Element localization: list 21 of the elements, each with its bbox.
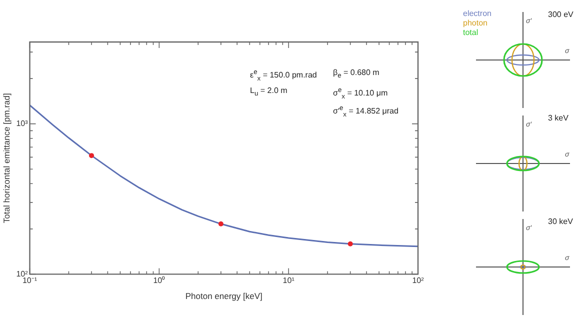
text: 30 keV [548, 217, 574, 226]
point [348, 241, 353, 246]
point [89, 153, 94, 158]
annotation: σ$^{e}$$_{x}$ = 10.10 μm [333, 86, 388, 102]
legend-label: electron [463, 9, 492, 18]
x-axis-title: Photon energy [keV] [185, 291, 262, 302]
text: 3 keV [548, 114, 570, 122]
legend-label: total [463, 28, 478, 37]
annotation: β$_{e}$ = 0.680 m [333, 68, 380, 82]
text: 300 eV [548, 10, 574, 19]
y-tick-label: 10³ [16, 119, 28, 128]
x-tick-label: 10² [412, 276, 424, 286]
x-tick-label: 10⁻¹ [22, 276, 38, 286]
y-axis-title: Total horizontal emittance [pm.rad] [1, 93, 12, 224]
annotation: ε$^{e}$$_{x}$ = 150.0 pm.rad [250, 68, 317, 84]
annotation: L$_{u}$ = 2.0 m [250, 86, 288, 100]
point [218, 221, 224, 226]
legend-label: photon [463, 18, 488, 28]
annotation: σ′$^{e}$$_{x}$ = 14.852 μrad [333, 104, 398, 120]
x-tick-label: 10⁰ [153, 276, 166, 286]
x-tick-label: 10¹ [282, 276, 295, 286]
